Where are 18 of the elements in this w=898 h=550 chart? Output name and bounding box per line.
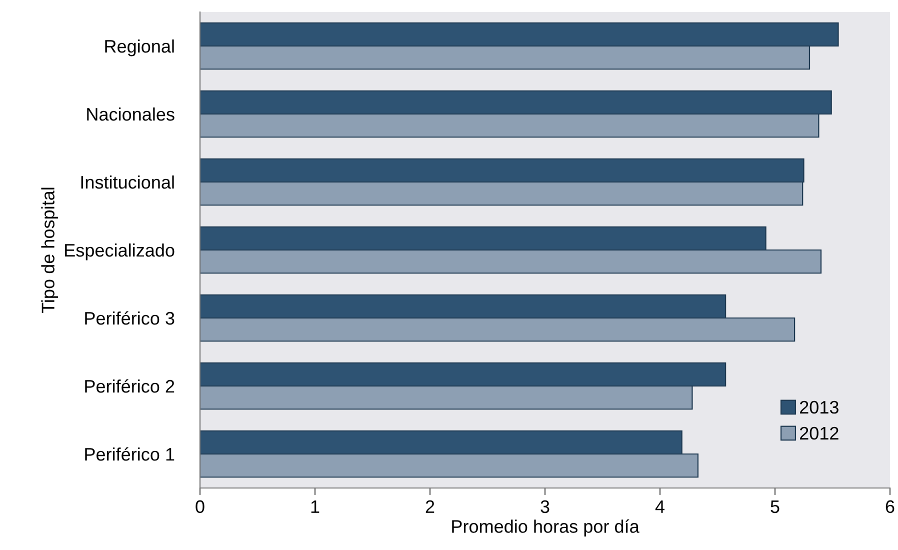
y-tick-label: Especializado — [65, 243, 174, 260]
x-tick-label: 0 — [196, 500, 204, 514]
y-tick-label: Institucional — [81, 175, 174, 189]
legend-label: 2012 — [800, 426, 838, 440]
x-tick-label: 1 — [311, 500, 320, 513]
x-tick-label: 2 — [426, 500, 434, 513]
y-axis-title: Tipo de hospital — [41, 188, 58, 313]
y-tick-label: Periférico 1 — [85, 447, 174, 461]
y-tick-label: Periférico 2 — [85, 379, 174, 393]
legend-label: 2013 — [800, 400, 838, 414]
y-tick-label: Regional — [105, 39, 174, 56]
x-tick-label: 5 — [770, 500, 780, 514]
x-tick-label: 3 — [540, 500, 550, 514]
x-axis-title: Promedio horas por día — [452, 519, 640, 536]
y-tick-label: Nacionales — [87, 107, 174, 121]
x-tick-label: 4 — [655, 500, 664, 513]
y-tick-label: Periférico 3 — [85, 311, 174, 325]
x-tick-label: 6 — [886, 500, 894, 514]
